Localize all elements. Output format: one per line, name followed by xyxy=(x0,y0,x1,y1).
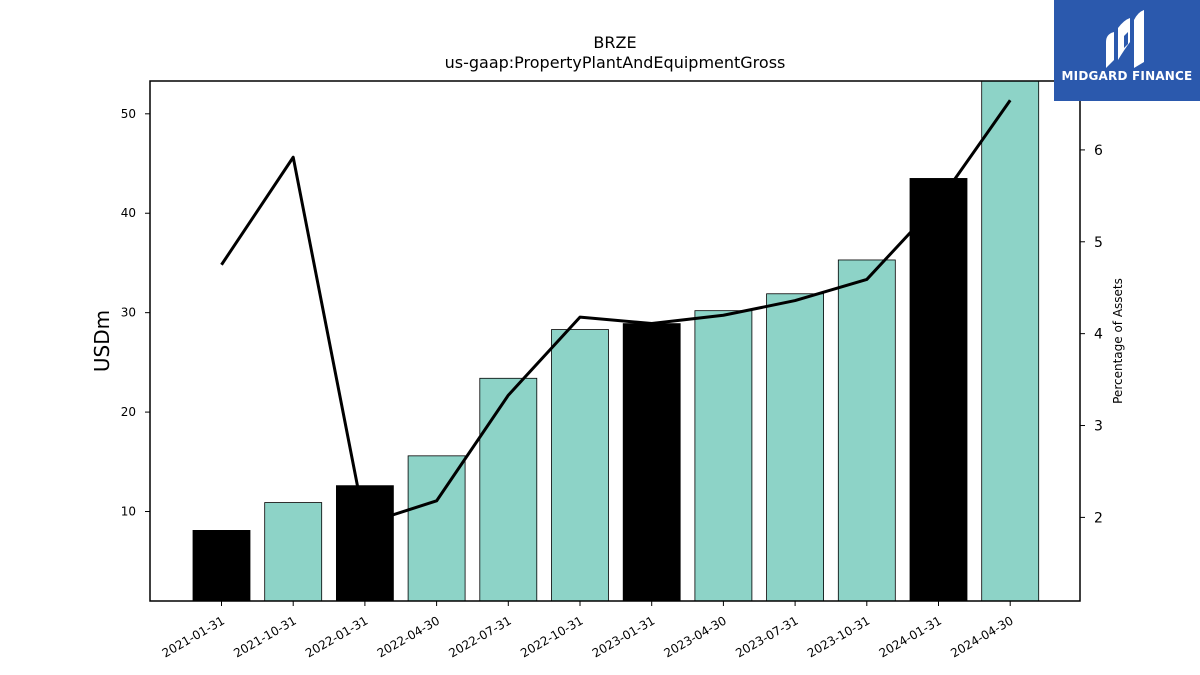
midgard-finance-logo: MIDGARD FINANCE xyxy=(1054,0,1200,101)
x-tick-label: 2023-01-31 xyxy=(590,613,657,660)
y-tick-label: 10 xyxy=(121,505,136,519)
bar-2022-07-31 xyxy=(479,377,538,602)
x-tick-label: 2021-01-31 xyxy=(160,613,227,660)
x-tick-label: 2023-10-31 xyxy=(805,613,872,660)
y2-tick-label: 2 xyxy=(1094,510,1103,526)
bar-2024-01-31 xyxy=(909,178,968,602)
bar-2022-10-31 xyxy=(551,329,609,602)
x-tick-label: 2023-04-30 xyxy=(661,613,728,660)
x-tick-label: 2021-10-31 xyxy=(231,613,298,660)
y-tick-label: 30 xyxy=(121,306,136,320)
y-axis-label: USDm xyxy=(90,310,114,372)
percentage-line xyxy=(220,99,1012,526)
y-tick-label: 40 xyxy=(121,206,136,220)
x-tick-label: 2022-01-31 xyxy=(303,613,370,660)
y2-tick-label: 3 xyxy=(1094,419,1103,435)
plot-frame xyxy=(149,80,1081,602)
chart-subtitle: us-gaap:PropertyPlantAndEquipmentGross xyxy=(445,53,786,72)
x-tick-label: 2023-07-31 xyxy=(733,613,800,660)
y2-tick-label: 4 xyxy=(1094,327,1103,343)
bar-series xyxy=(192,80,1040,602)
y-tick-label: 50 xyxy=(121,107,136,121)
logo-text: MIDGARD FINANCE xyxy=(1061,69,1193,83)
x-tick-label: 2024-04-30 xyxy=(948,613,1015,660)
bar-2023-10-31 xyxy=(837,259,896,602)
x-tick-label: 2022-04-30 xyxy=(375,613,442,660)
bar-2021-10-31 xyxy=(264,502,323,602)
x-tick-label: 2022-07-31 xyxy=(446,613,513,660)
bar-2023-04-30 xyxy=(694,310,753,602)
x-tick-label: 2024-01-31 xyxy=(877,613,944,660)
y-tick-label: 20 xyxy=(121,405,136,419)
bar-2021-01-31 xyxy=(192,530,251,602)
bar-2024-04-30 xyxy=(981,80,1040,602)
y2-tick-label: 5 xyxy=(1094,235,1103,251)
bar-2023-07-31 xyxy=(766,293,824,602)
bar-2022-01-31 xyxy=(335,485,394,602)
logo-mark-icon xyxy=(1106,10,1144,68)
line-series xyxy=(220,99,1012,526)
x-tick-label: 2022-10-31 xyxy=(518,613,585,660)
bar-2023-01-31 xyxy=(622,323,681,602)
chart-title: BRZE xyxy=(593,33,636,52)
y2-axis-label: Percentage of Assets xyxy=(1111,278,1125,404)
y2-tick-label: 6 xyxy=(1094,143,1103,159)
bar-2022-04-30 xyxy=(407,455,466,602)
